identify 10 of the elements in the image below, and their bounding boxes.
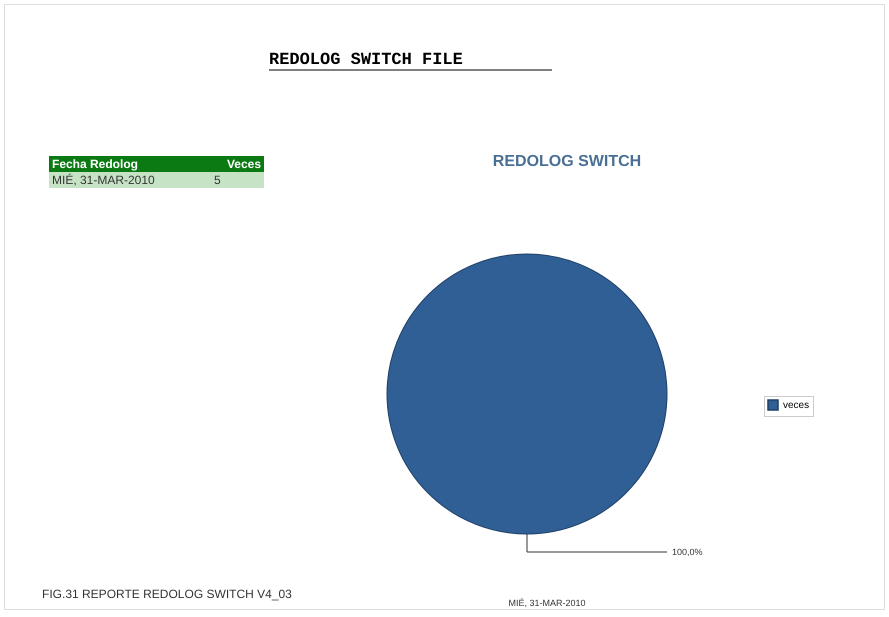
text: Fecha Redolog <box>52 157 138 171</box>
chart-title: REDOLOG SWITCH FILE <box>269 51 463 70</box>
text: Veces <box>226 157 262 171</box>
chart-subtitle: REDOLOG SWITCH <box>492 153 642 170</box>
slice-label: MIÉ, 31-MAR-2010 <box>508 598 586 608</box>
text: MIÉ, 31-MAR-2010 <box>52 173 156 187</box>
legend-label: veces <box>783 400 810 411</box>
caption: FIG.31 REPORTE REDOLOG SWITCH V4_03 <box>42 587 292 601</box>
text: 100,0% <box>672 547 703 557</box>
text: 5 <box>214 173 221 187</box>
